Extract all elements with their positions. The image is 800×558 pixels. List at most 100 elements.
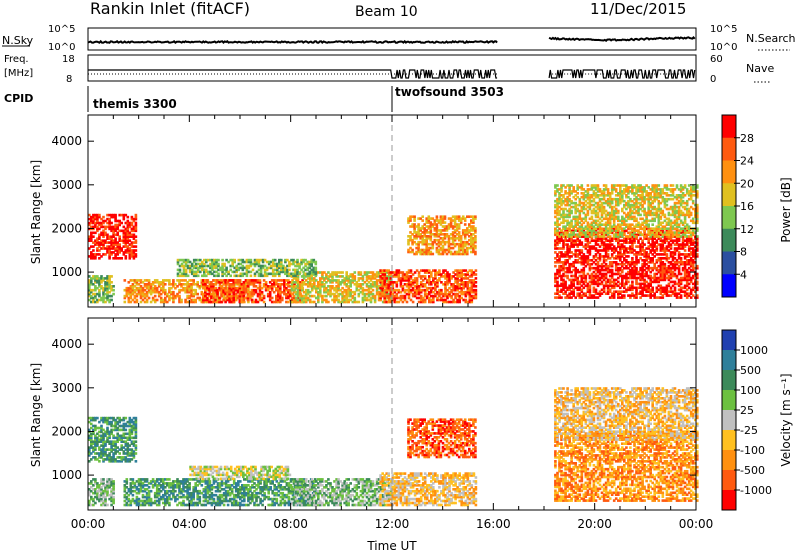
heatmap-cell: [591, 216, 594, 219]
heatmap-cell: [411, 249, 414, 252]
heatmap-cell: [148, 279, 151, 282]
nsky-trace: [88, 37, 695, 42]
heatmap-cell: [635, 218, 638, 221]
date-label: 11/Dec/2015: [590, 0, 686, 18]
heatmap-cell: [572, 186, 575, 189]
heatmap-cell: [474, 245, 477, 248]
cpid-mode-themis: themis 3300: [93, 97, 177, 111]
heatmap-cell: [164, 289, 167, 292]
heatmap-cell: [581, 249, 584, 252]
heatmap-cell: [475, 289, 478, 292]
heatmap-cell: [475, 277, 478, 280]
heatmap-cell: [172, 279, 175, 282]
nave-tick-bottom: 0: [710, 74, 716, 85]
heatmap-cell: [651, 287, 654, 290]
nsearch-label: N.Search: [746, 32, 796, 45]
heatmap-cell: [263, 301, 266, 304]
heatmap-cell: [609, 235, 612, 238]
heatmap-cell: [605, 184, 608, 187]
heatmap-cell: [206, 279, 209, 282]
heatmap-cell: [224, 287, 227, 290]
heatmap-cell: [631, 281, 634, 284]
heatmap-cell: [127, 216, 130, 219]
heatmap-cell: [232, 297, 235, 300]
heatmap-cell: [383, 273, 386, 276]
heatmap-cell: [385, 277, 388, 280]
heatmap-cell: [196, 281, 199, 284]
heatmap-cell: [135, 239, 138, 242]
heatmap-cell: [354, 297, 357, 300]
heatmap-cell: [556, 184, 559, 187]
heatmap-cell: [581, 184, 584, 187]
nsky-tick-bottom: 10^0: [48, 42, 75, 53]
heatmap-cell: [474, 235, 477, 238]
heatmap-cell: [639, 214, 642, 217]
heatmap-cell: [98, 214, 101, 217]
heatmap-cell: [341, 271, 344, 274]
heatmap-cell: [475, 269, 478, 272]
heatmap-cell: [611, 229, 614, 232]
heatmap-cell: [680, 294, 683, 297]
heatmap-cell: [406, 301, 409, 304]
heatmap-cell: [564, 281, 567, 284]
heatmap-cell: [194, 289, 197, 292]
heatmap-cell: [354, 275, 357, 278]
heatmap-cell: [474, 251, 477, 254]
heatmap-cell: [474, 215, 477, 218]
heatmap-cell: [261, 291, 264, 294]
nsky-label: N.Sky: [2, 34, 34, 47]
heatmap-cell: [444, 221, 447, 224]
freq-tick-top: 18: [62, 54, 75, 65]
heatmap-cell: [436, 215, 439, 218]
heatmap-cell: [587, 184, 590, 187]
heatmap-cell: [263, 295, 266, 298]
heatmap-cell: [372, 289, 375, 292]
heatmap-cell: [556, 281, 559, 284]
heatmap-cell: [556, 229, 559, 232]
heatmap-cell: [617, 216, 620, 219]
heatmap-cell: [458, 231, 461, 234]
heatmap-cell: [440, 289, 443, 292]
heatmap-cell: [92, 249, 95, 252]
heatmap-cell: [172, 291, 175, 294]
heatmap-cell: [611, 269, 614, 272]
heatmap-cell: [135, 235, 138, 238]
heatmap-cell: [281, 297, 284, 300]
heatmap-cell: [680, 257, 683, 260]
heatmap-cell: [421, 219, 424, 222]
nave-tick-top: 60: [710, 54, 723, 65]
heatmap-cell: [601, 227, 604, 230]
nsearch-tick-bottom: 10^0: [710, 42, 737, 53]
heatmap-cell: [239, 279, 242, 282]
heatmap-cell: [680, 273, 683, 276]
heatmap-cell: [410, 269, 413, 272]
heatmap-cell: [196, 293, 199, 296]
heatmap-cell: [220, 279, 223, 282]
heatmap-cell: [413, 215, 416, 218]
heatmap-cell: [475, 273, 478, 276]
heatmap-cell: [635, 267, 638, 270]
heatmap-cell: [345, 271, 348, 274]
heatmap-cell: [643, 243, 646, 246]
heatmap-cell: [464, 223, 467, 226]
cpid-label: CPID: [4, 92, 33, 105]
heatmap-cell: [421, 215, 424, 218]
freq-unit-label: [MHz]: [4, 68, 33, 79]
heatmap-cell: [412, 301, 415, 304]
heatmap-cell: [313, 301, 316, 304]
heatmap-cell: [120, 222, 123, 225]
heatmap-cell: [114, 214, 117, 217]
heatmap-cell: [120, 257, 123, 260]
heatmap-cell: [124, 279, 127, 282]
freq-label: Freq.: [4, 54, 29, 65]
heatmap-cell: [674, 287, 677, 290]
heatmap-cell: [560, 296, 563, 299]
heatmap-cell: [566, 275, 569, 278]
heatmap-cell: [615, 188, 618, 191]
heatmap-cell: [124, 301, 127, 304]
heatmap-cell: [635, 235, 638, 238]
heatmap-cell: [595, 289, 598, 292]
heatmap-cell: [192, 279, 195, 282]
